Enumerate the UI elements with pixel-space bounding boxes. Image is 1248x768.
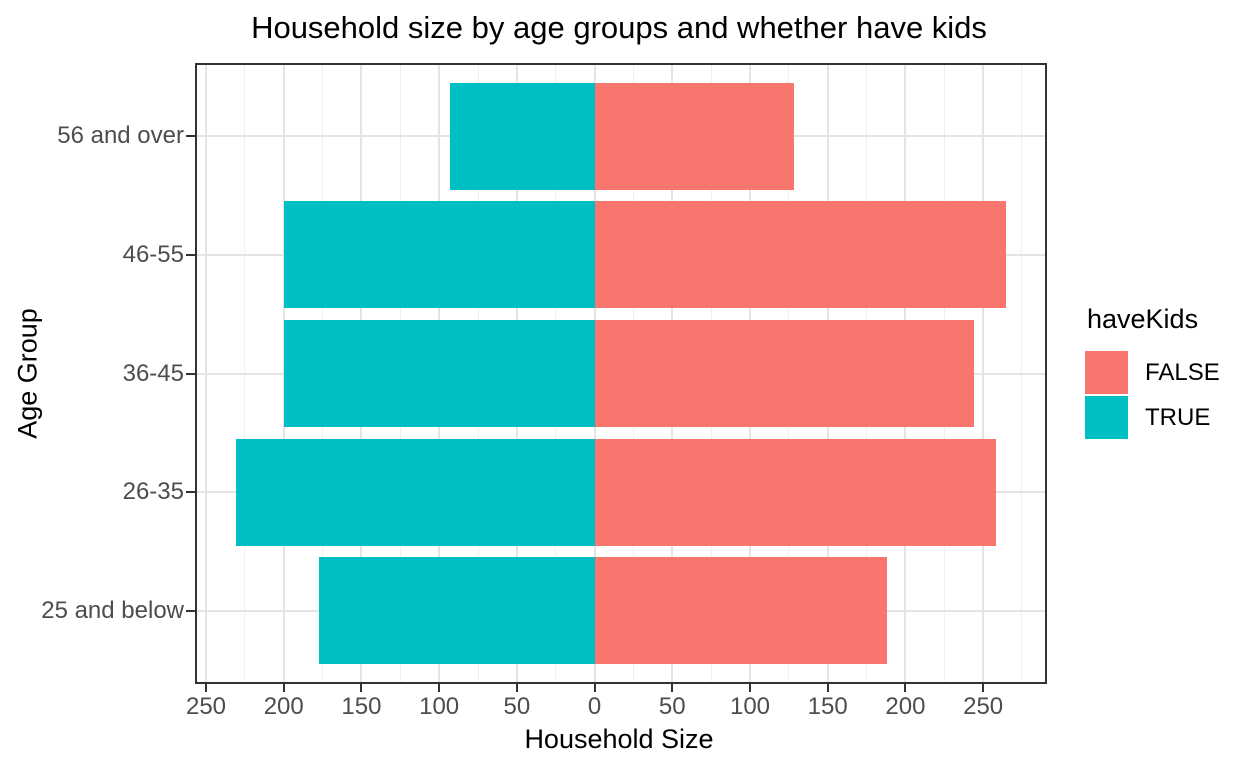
x-tick-mark [826, 684, 829, 692]
x-tick-mark [982, 684, 985, 692]
y-tick-label: 26-35 [122, 478, 184, 506]
legend-key-false-swatch [1085, 351, 1128, 394]
bar-segment-true-4 [319, 557, 595, 665]
x-tick-label: 50 [658, 693, 686, 720]
bar-segment-false-0 [594, 82, 794, 190]
x-tick-label: 100 [729, 693, 771, 720]
y-tick-mark [186, 253, 195, 256]
bar-segment-false-3 [594, 438, 996, 546]
x-tick-mark [282, 684, 285, 692]
y-tick-label: 56 and over [57, 122, 184, 150]
y-tick-label: 46-55 [122, 240, 184, 268]
bar-segment-true-3 [235, 438, 595, 546]
plot-panel [195, 63, 1047, 684]
bar-segment-true-2 [283, 320, 595, 427]
y-tick-mark [186, 372, 195, 375]
x-tick-mark [904, 684, 907, 692]
x-tick-label: 150 [807, 693, 848, 720]
x-tick-label: 250 [963, 693, 1004, 720]
x-tick-mark [360, 684, 363, 692]
x-tick-mark [749, 684, 751, 692]
x-tick-label: 200 [263, 693, 304, 720]
x-tick-mark [515, 684, 518, 692]
plot-area [197, 65, 1045, 682]
bar-segment-false-4 [594, 557, 887, 665]
bar-segment-true-1 [283, 201, 595, 309]
x-tick-label: 100 [419, 693, 460, 720]
x-tick-mark [438, 684, 441, 692]
legend: haveKids FALSE TRUE [1085, 304, 1248, 441]
x-tick-label: 50 [503, 693, 531, 720]
y-tick-label: 25 and below [41, 596, 184, 624]
y-tick-mark [186, 491, 195, 494]
y-tick-label: 36-45 [122, 359, 184, 387]
y-tick-mark [186, 609, 195, 612]
x-axis-title: Household Size [524, 724, 714, 754]
plot-title: Household size by age groups and whether… [251, 10, 987, 45]
bar-segment-true-0 [450, 82, 595, 190]
x-tick-label: 250 [185, 693, 227, 720]
x-tick-mark [593, 684, 596, 692]
x-tick-label: 150 [341, 693, 382, 720]
legend-entry-false: FALSE [1085, 351, 1248, 394]
legend-title: haveKids [1087, 304, 1199, 334]
x-tick-mark [671, 684, 674, 692]
legend-entry-true: TRUE [1085, 396, 1248, 439]
legend-label-true: TRUE [1145, 403, 1211, 431]
bar-segment-false-2 [594, 320, 974, 427]
legend-key-true-swatch [1085, 396, 1128, 439]
x-tick-label: 200 [885, 693, 926, 720]
x-tick-mark [205, 684, 207, 692]
legend-label-false: FALSE [1145, 358, 1220, 386]
x-tick-label: 0 [587, 693, 602, 720]
bar-segment-false-1 [594, 201, 1007, 309]
y-tick-mark [186, 135, 195, 138]
